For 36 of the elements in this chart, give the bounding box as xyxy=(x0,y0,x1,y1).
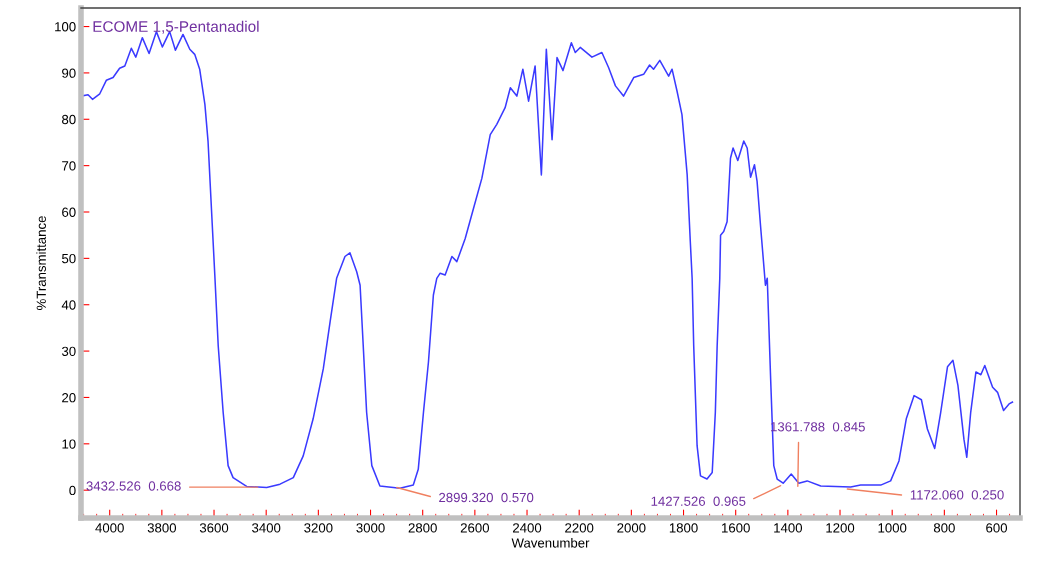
x-tick-label: 2800 xyxy=(408,523,437,533)
x-tick-label: 3400 xyxy=(252,523,281,533)
x-tick-label: 1000 xyxy=(878,523,907,533)
annotation: 3432.526 0.668 xyxy=(86,481,181,491)
x-tick-label: 1400 xyxy=(774,523,803,533)
x-tick-label: 1800 xyxy=(669,523,698,533)
y-tick-label: 80 xyxy=(62,114,76,125)
y-tick-label: 90 xyxy=(62,68,76,78)
text: ECOME 1,5-Pentanadiol xyxy=(93,20,259,34)
x-tick-label: 3800 xyxy=(147,523,177,533)
y-tick-label: 20 xyxy=(62,393,76,403)
x-axis-title: Wavenumber xyxy=(511,537,590,548)
annotation: 1172.060 0.250 xyxy=(910,490,1004,500)
x-tick-label: 4000 xyxy=(95,523,124,533)
annotation: 2899.320 0.570 xyxy=(439,492,534,503)
y-tick-label: 100 xyxy=(55,22,76,32)
x-tick-label: 3600 xyxy=(199,523,229,533)
x-tick-label: 3200 xyxy=(304,523,333,533)
x-tick-label: 1600 xyxy=(722,523,750,533)
y-tick-label: 40 xyxy=(61,300,76,310)
y-tick-label: 60 xyxy=(62,207,76,217)
y-tick-label: 50 xyxy=(61,253,76,264)
y-tick-label: 0 xyxy=(69,485,76,496)
x-tick-label: 2200 xyxy=(565,523,594,533)
y-tick-label: 30 xyxy=(61,346,76,356)
x-tick-label: 2400 xyxy=(513,523,542,533)
annotation: 1427.526 0.965 xyxy=(651,496,746,506)
x-tick-label: 3000 xyxy=(356,523,385,533)
y-tick-label: 10 xyxy=(62,439,76,449)
x-tick-label: 2000 xyxy=(617,523,646,533)
x-tick-label: 2600 xyxy=(460,523,490,533)
x-tick-label: 600 xyxy=(986,523,1008,533)
x-tick-label: 800 xyxy=(933,523,955,533)
y-axis-title: %Transmittance xyxy=(36,216,46,310)
y-tick-label: 70 xyxy=(62,161,76,171)
x-tick-label: 1200 xyxy=(826,523,855,533)
